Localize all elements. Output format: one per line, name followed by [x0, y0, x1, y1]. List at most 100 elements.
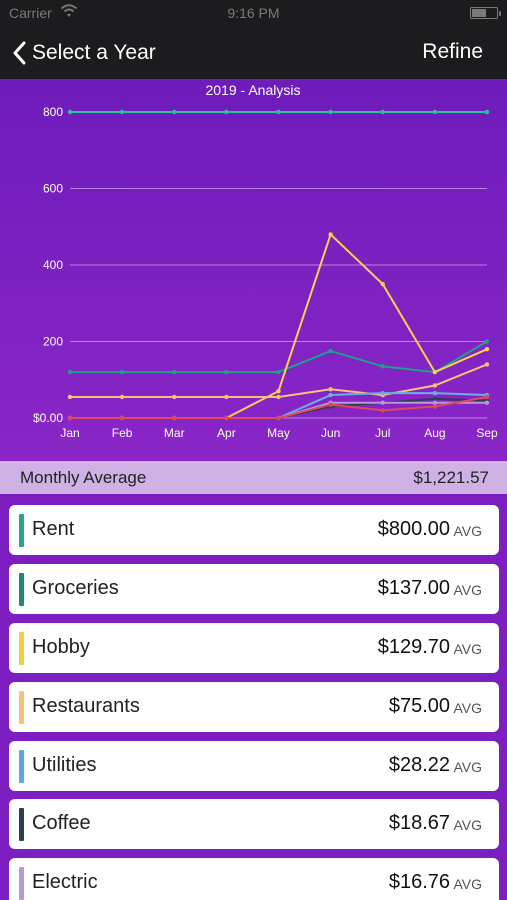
chevron-left-icon — [13, 41, 26, 65]
category-amount: $16.76 — [388, 871, 450, 893]
data-point — [432, 404, 438, 409]
data-point — [224, 109, 229, 115]
data-point — [328, 109, 333, 115]
carrier-label: Carrier — [9, 5, 52, 21]
data-point — [276, 415, 281, 421]
data-point — [276, 369, 281, 375]
series-line — [70, 340, 488, 374]
data-point — [276, 109, 281, 115]
category-color-swatch — [19, 867, 24, 900]
category-card-coffee[interactable]: Coffee $18.67 AVG — [9, 799, 499, 849]
monthly-average-label: Monthly Average — [20, 468, 147, 487]
data-point — [380, 109, 385, 115]
data-point — [172, 415, 177, 421]
data-point — [484, 394, 490, 400]
avg-suffix: AVG — [453, 876, 482, 892]
y-tick-label: 200 — [43, 335, 63, 349]
data-point — [432, 400, 438, 405]
navigation-bar: Select a Year Refine — [0, 26, 507, 79]
category-card-groceries[interactable]: Groceries $137.00 AVG — [9, 564, 499, 614]
x-tick-label: Mar — [164, 426, 185, 440]
category-amount: $18.67 — [388, 812, 450, 834]
data-point — [328, 387, 333, 392]
data-point — [484, 339, 490, 344]
data-point — [380, 408, 385, 413]
back-button[interactable]: Select a Year — [12, 38, 156, 68]
data-point — [224, 415, 229, 421]
data-point — [432, 396, 438, 402]
line-chart: 2019 - Analysis $0.00 200 400 600 800 Jan Feb M… — [33, 82, 498, 440]
wifi-icon — [60, 4, 78, 17]
category-amount: $137.00 — [377, 577, 450, 599]
category-card-hobby[interactable]: Hobby $129.70 AVG — [9, 623, 499, 673]
data-point — [432, 109, 438, 115]
data-point — [119, 415, 125, 421]
data-point — [328, 392, 333, 398]
data-point — [67, 109, 73, 115]
data-point — [380, 390, 385, 396]
category-card-electric[interactable]: Electric $16.76 AVG — [9, 858, 499, 900]
data-point — [380, 400, 385, 405]
chart-panel: 2019 - Analysis $0.00 200 400 600 800 Jan Feb M… — [0, 79, 507, 461]
avg-suffix: AVG — [453, 582, 482, 598]
category-color-swatch — [19, 514, 24, 547]
monthly-average-row: Monthly Average $1,221.57 — [0, 461, 507, 494]
avg-suffix: AVG — [453, 641, 482, 657]
data-point — [432, 383, 438, 388]
x-tick-label: Jul — [375, 426, 390, 440]
data-point — [432, 390, 438, 396]
data-point — [119, 109, 125, 115]
data-point — [484, 362, 490, 367]
category-amount: $800.00 — [377, 518, 450, 540]
y-tick-label: 400 — [43, 258, 63, 272]
data-point — [328, 402, 333, 407]
category-name: Electric — [32, 871, 98, 893]
chart-title: 2019 - Analysis — [206, 82, 301, 98]
category-amount: $28.22 — [388, 754, 450, 776]
avg-suffix: AVG — [453, 700, 482, 716]
data-point — [224, 369, 229, 375]
y-tick-label: 800 — [43, 105, 63, 119]
clock: 9:16 PM — [227, 5, 280, 21]
monthly-average-value: $1,221.57 — [413, 468, 489, 487]
x-tick-label: Aug — [424, 426, 445, 440]
category-amount: $75.00 — [388, 695, 450, 717]
category-color-swatch — [19, 808, 24, 841]
category-color-swatch — [19, 573, 24, 606]
y-tick-label: 600 — [43, 182, 63, 196]
data-point — [119, 394, 125, 400]
refine-button[interactable]: Refine — [422, 40, 483, 63]
data-point — [484, 346, 490, 352]
data-point — [67, 394, 73, 400]
battery-icon — [470, 7, 501, 19]
series-line — [70, 401, 487, 419]
x-tick-label: May — [267, 426, 290, 440]
data-point — [328, 348, 333, 354]
category-card-utilities[interactable]: Utilities $28.22 AVG — [9, 741, 499, 791]
data-point — [172, 394, 177, 400]
category-name: Utilities — [32, 754, 97, 776]
data-point — [484, 400, 490, 405]
back-button-label: Select a Year — [32, 41, 156, 64]
data-point — [67, 369, 73, 375]
category-color-swatch — [19, 691, 24, 724]
x-tick-label: Sep — [476, 426, 498, 440]
category-amount: $129.70 — [377, 636, 450, 658]
avg-suffix: AVG — [453, 817, 482, 833]
y-tick-label: $0.00 — [33, 411, 63, 425]
category-name: Rent — [32, 518, 75, 540]
category-card-rent[interactable]: Rent $800.00 AVG — [9, 505, 499, 555]
category-name: Restaurants — [32, 695, 140, 717]
category-color-swatch — [19, 632, 24, 665]
avg-suffix: AVG — [453, 759, 482, 775]
x-tick-label: Jun — [321, 426, 340, 440]
category-card-restaurants[interactable]: Restaurants $75.00 AVG — [9, 682, 499, 732]
x-tick-label: Feb — [112, 426, 133, 440]
category-name: Hobby — [32, 636, 90, 658]
category-list: Rent $800.00 AVG Groceries $137.00 AVG H… — [0, 494, 507, 900]
data-point — [380, 364, 385, 369]
data-point — [172, 109, 177, 115]
data-point — [119, 369, 125, 375]
data-point — [276, 389, 281, 394]
data-point — [276, 394, 281, 400]
